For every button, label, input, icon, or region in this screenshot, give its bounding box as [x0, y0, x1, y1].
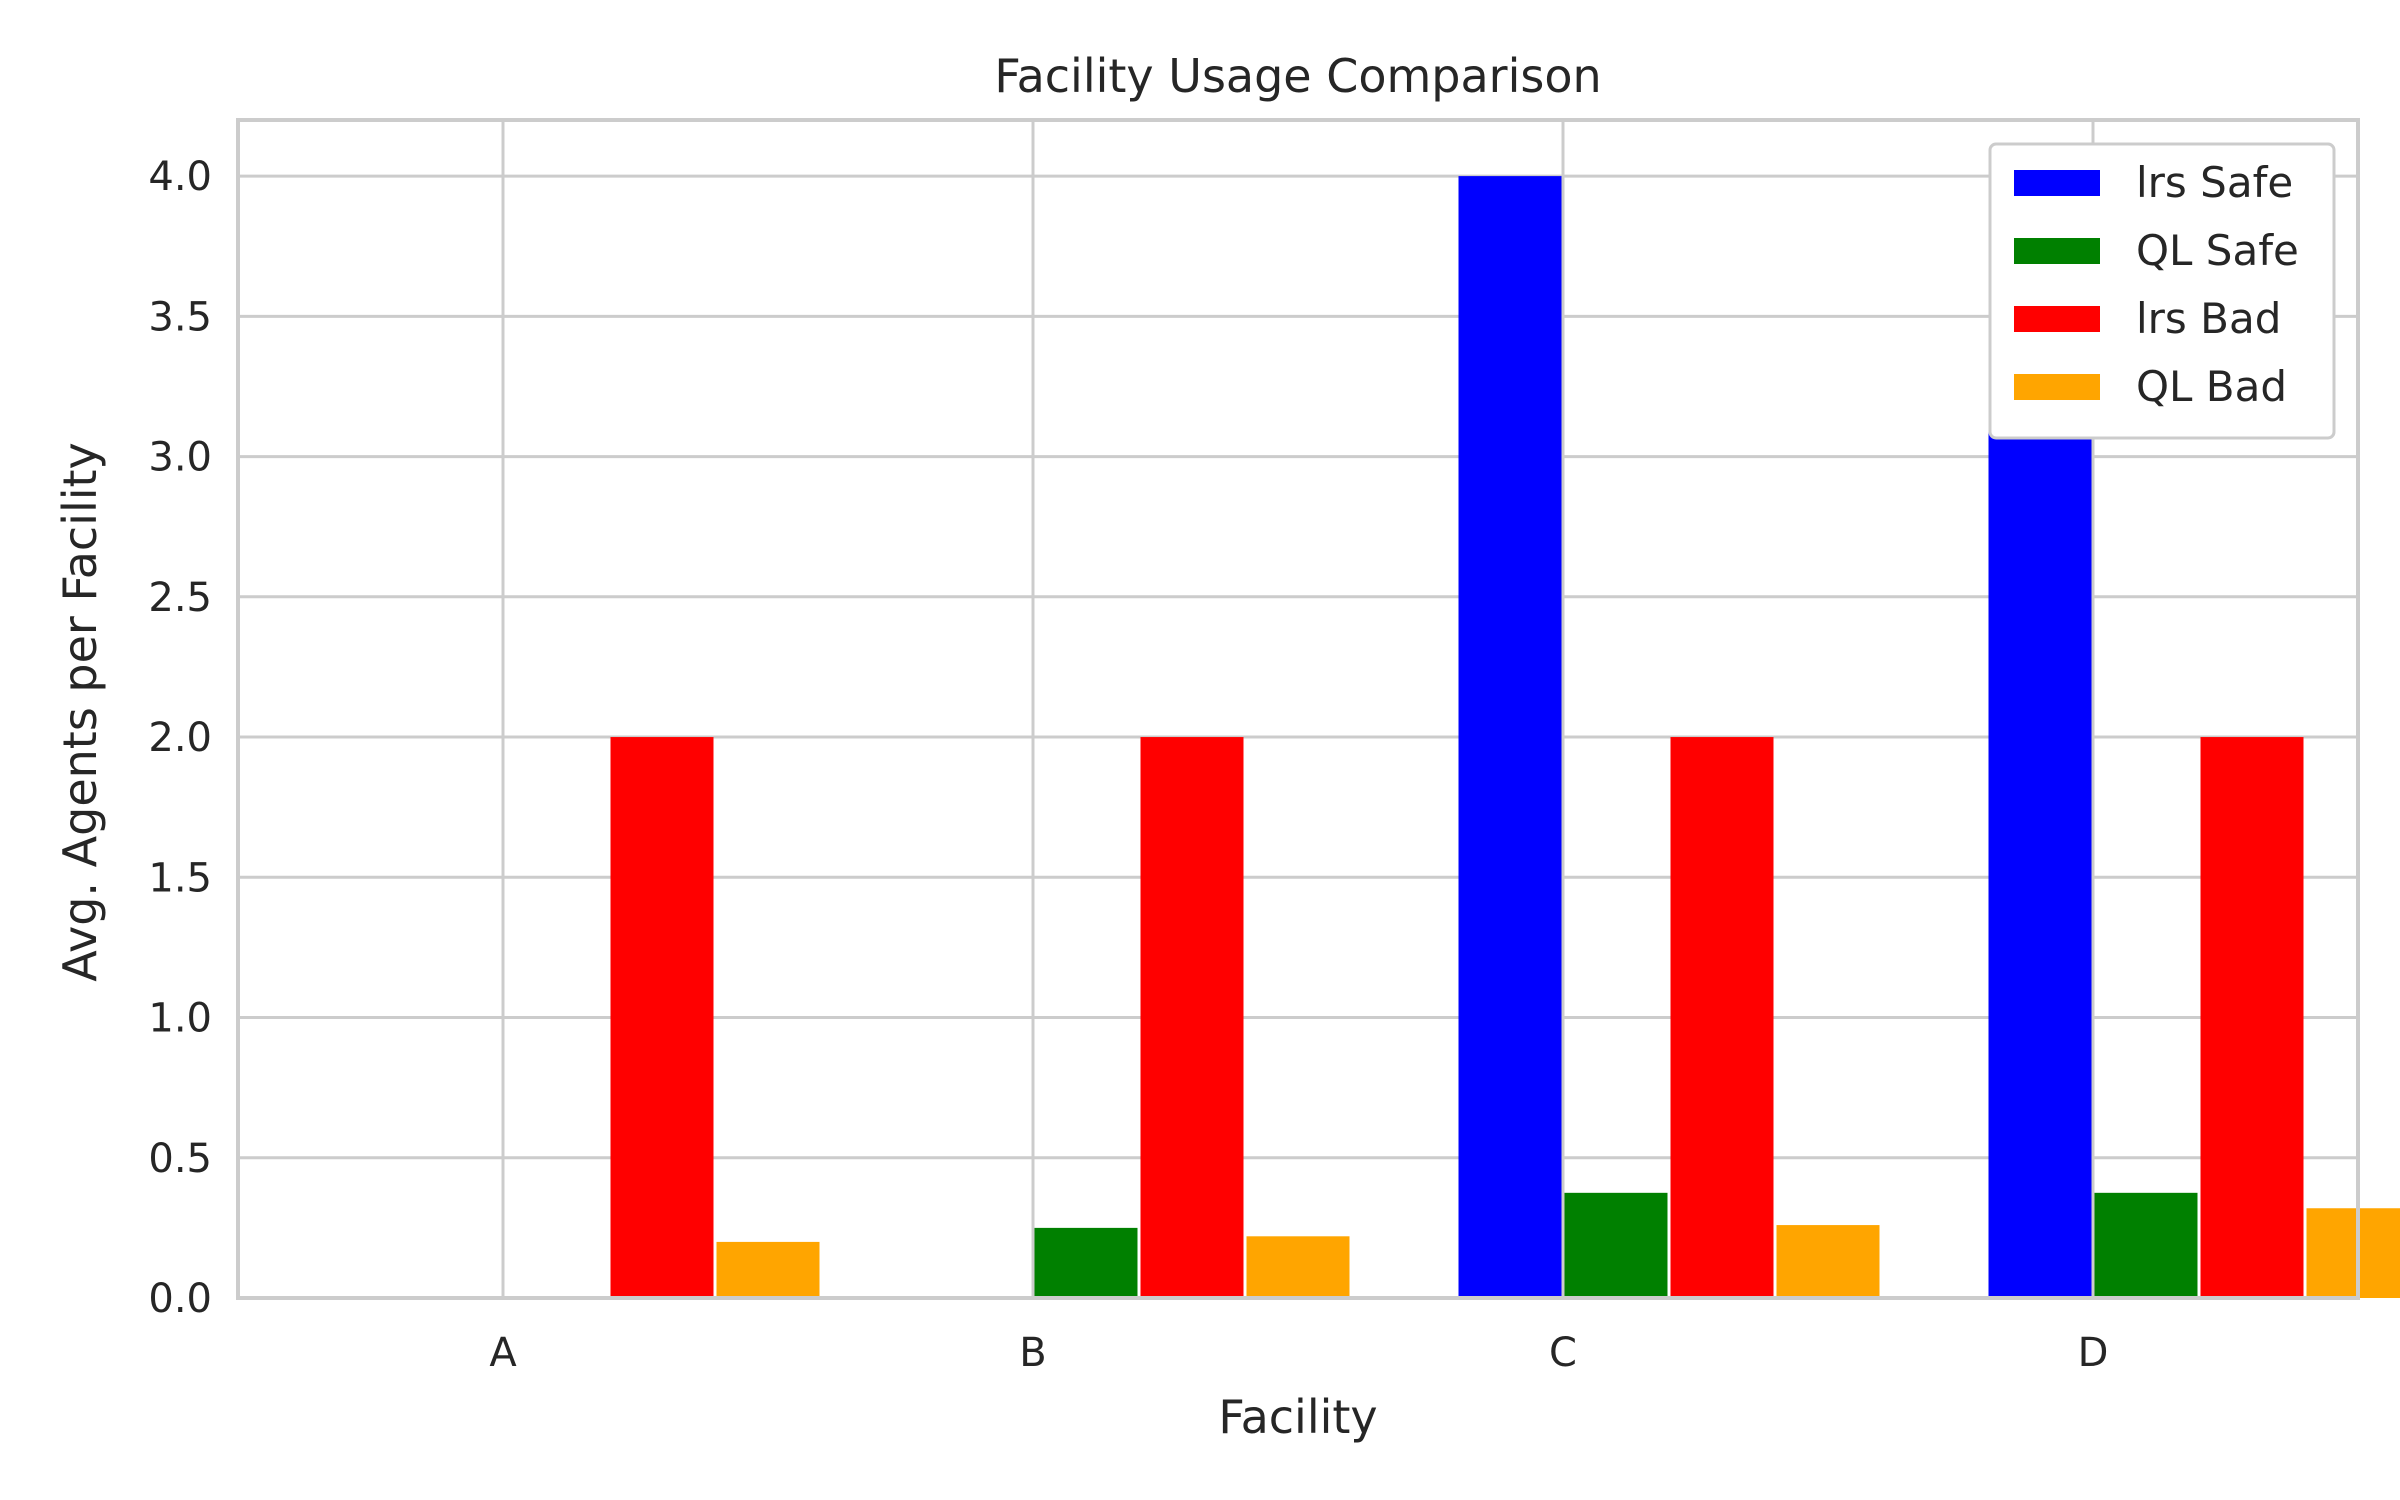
legend-box — [1988, 142, 2336, 440]
bar — [1776, 1225, 1880, 1298]
legend-label: QL Safe — [2136, 226, 2299, 275]
bar — [1246, 1236, 1350, 1298]
x-axis-label: Facility — [1218, 1390, 1377, 1444]
bars — [610, 176, 2400, 1299]
y-tick-label: 3.0 — [148, 435, 212, 481]
y-tick-label: 0.0 — [148, 1276, 212, 1322]
chart-title: Facility Usage Comparison — [994, 49, 1601, 103]
x-tick-label: C — [1549, 1330, 1577, 1376]
bar — [1670, 737, 1774, 1298]
y-tick-label: 1.0 — [148, 996, 212, 1042]
y-tick-label: 3.5 — [148, 294, 212, 340]
x-tick-label: A — [489, 1330, 517, 1376]
legend-label: lrs Safe — [2136, 158, 2293, 207]
legend: lrs Safe QL Safe lrs Bad QL Bad — [1988, 142, 2336, 440]
y-tick-label: 0.5 — [148, 1136, 212, 1182]
x-axis-ticks: A B C D — [489, 1330, 2108, 1376]
legend-swatch — [2014, 170, 2100, 196]
y-axis-ticks: 0.0 0.5 1.0 1.5 2.0 2.5 3.0 3.5 4.0 — [148, 154, 212, 1322]
bar — [610, 737, 714, 1298]
y-axis-label: Avg. Agents per Facility — [53, 442, 107, 982]
bar — [2200, 737, 2304, 1298]
bar — [1034, 1227, 1138, 1298]
x-tick-label: D — [2078, 1330, 2109, 1376]
x-tick-label: B — [1019, 1330, 1046, 1376]
bar — [1458, 176, 1562, 1299]
plot-frame — [236, 118, 2360, 1300]
y-tick-label: 2.5 — [148, 575, 212, 621]
y-tick-label: 2.0 — [148, 715, 212, 761]
y-tick-label: 4.0 — [148, 154, 212, 200]
legend-label: lrs Bad — [2136, 294, 2281, 343]
bar — [716, 1241, 820, 1298]
legend-swatch — [2014, 238, 2100, 264]
legend-label: QL Bad — [2136, 362, 2287, 411]
bar — [1564, 1192, 1668, 1298]
bar — [2094, 1192, 2198, 1298]
legend-swatch — [2014, 306, 2100, 332]
legend-swatch — [2014, 374, 2100, 400]
y-tick-label: 1.5 — [148, 855, 212, 901]
bar — [1140, 737, 1244, 1298]
grid-lines — [238, 120, 2358, 1300]
bar — [2306, 1208, 2400, 1298]
